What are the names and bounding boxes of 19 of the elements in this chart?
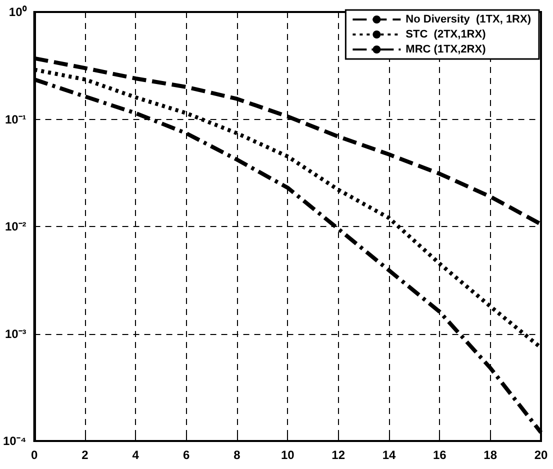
y-tick-label: 10⁻² [4,220,26,234]
x-tick-label: 18 [484,448,498,462]
y-tick-label: 10⁻⁴ [2,434,26,448]
x-tick-label: 10 [280,448,295,462]
y-tick-label: 10⁻¹ [4,112,26,126]
x-tick-label: 12 [332,448,346,462]
x-tick-label: 14 [382,448,396,462]
x-tick-label: 8 [234,448,241,462]
x-tick-label: 2 [82,448,89,462]
x-tick-label: 0 [30,448,38,462]
legend-label: MRC (1TX,2RX) [406,44,486,56]
x-tick-label: 6 [182,448,190,462]
y-tick-label: 10⁻³ [4,326,26,341]
legend-label: STC (2TX,1RX) [406,28,486,40]
x-tick-label: 16 [432,448,447,462]
y-tick-label: 10⁰ [8,5,28,19]
x-tick-label: 4 [132,448,140,462]
legend-label: No Diversity (1TX, 1RX) [406,14,532,26]
x-tick-label: 20 [534,448,548,462]
